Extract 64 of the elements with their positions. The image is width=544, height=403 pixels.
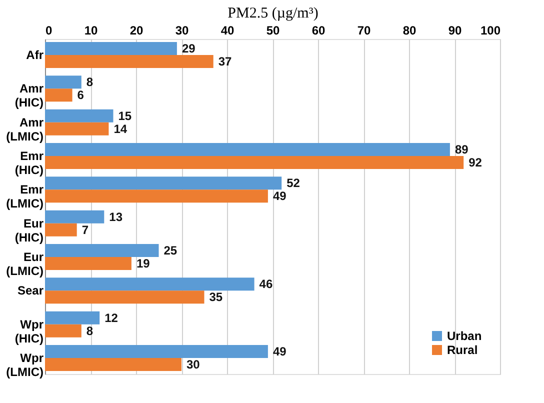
data-label: 14 bbox=[114, 122, 128, 136]
x-tick-label: 60 bbox=[312, 24, 326, 38]
bar bbox=[45, 311, 100, 324]
data-label: 29 bbox=[182, 41, 196, 56]
x-tick-label: 30 bbox=[175, 24, 189, 38]
data-label: 19 bbox=[136, 256, 150, 271]
x-axis-title: PM2.5 (µg/m³) bbox=[228, 6, 318, 22]
y-tick-label: Wpr (HIC) bbox=[14, 317, 44, 346]
bar bbox=[45, 176, 282, 190]
bar bbox=[45, 88, 72, 102]
bar bbox=[45, 324, 82, 338]
x-tick-label: 90 bbox=[448, 24, 462, 38]
y-tick-label: Eur (HIC) bbox=[14, 216, 44, 244]
data-label: 46 bbox=[259, 277, 273, 292]
x-tick-label: 40 bbox=[220, 24, 234, 38]
y-tick-label: Emr (HIC) bbox=[14, 148, 44, 177]
data-label: 35 bbox=[209, 290, 223, 304]
y-tick-label: Amr (LMIC) bbox=[6, 115, 44, 144]
x-tick-label: 0 bbox=[46, 24, 52, 38]
bar bbox=[45, 290, 204, 304]
bar bbox=[45, 54, 214, 68]
data-label: 49 bbox=[272, 344, 287, 359]
y-tick-label: Amr (HIC) bbox=[14, 82, 44, 110]
y-tick-label: Eur (LMIC) bbox=[6, 250, 44, 278]
y-tick-label: Sear bbox=[17, 284, 44, 298]
data-label: 13 bbox=[109, 210, 123, 224]
bar bbox=[45, 142, 450, 156]
bar bbox=[45, 210, 104, 224]
bar bbox=[45, 345, 268, 358]
x-tick-label: 70 bbox=[357, 24, 371, 38]
bar bbox=[45, 42, 177, 55]
bar bbox=[45, 358, 182, 372]
y-tick-label: Emr (LMIC) bbox=[6, 182, 44, 211]
legend-label: Urban bbox=[447, 329, 482, 343]
bar bbox=[45, 109, 114, 122]
bar bbox=[45, 190, 268, 203]
data-label: 7 bbox=[82, 222, 89, 237]
data-label: 37 bbox=[218, 54, 232, 68]
bar bbox=[45, 122, 109, 136]
legend-label: Rural bbox=[447, 343, 478, 357]
x-tick-label: 100 bbox=[480, 24, 501, 38]
data-label: 92 bbox=[468, 156, 482, 170]
x-tick-label: 80 bbox=[402, 24, 416, 38]
data-label: 25 bbox=[164, 244, 178, 258]
data-label: 6 bbox=[77, 88, 84, 102]
bar bbox=[45, 278, 254, 291]
y-tick-label: Afr bbox=[26, 48, 44, 62]
x-tick-label: 20 bbox=[130, 24, 144, 38]
x-tick-label: 50 bbox=[266, 24, 280, 38]
data-label: 49 bbox=[272, 189, 287, 204]
y-tick-label: Wpr (LMIC) bbox=[6, 351, 44, 380]
bar bbox=[45, 257, 132, 270]
data-label: 8 bbox=[86, 324, 94, 338]
data-label: 12 bbox=[104, 310, 118, 325]
data-label: 52 bbox=[286, 176, 300, 190]
data-label: 8 bbox=[86, 75, 94, 90]
bar bbox=[45, 156, 464, 170]
data-label: 15 bbox=[118, 108, 132, 123]
data-label: 89 bbox=[454, 142, 469, 156]
bar bbox=[45, 244, 159, 258]
bar bbox=[45, 223, 77, 236]
bar bbox=[45, 76, 82, 89]
data-label: 30 bbox=[186, 358, 200, 372]
x-tick-label: 10 bbox=[84, 24, 98, 38]
